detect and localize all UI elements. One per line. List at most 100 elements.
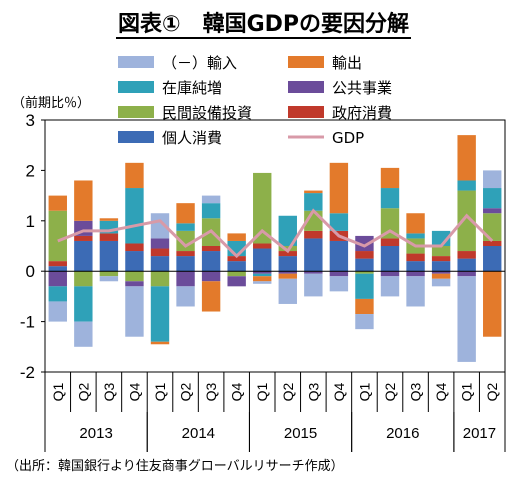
bar-segment [74, 321, 93, 347]
bar-segment [380, 271, 400, 277]
bar-segment [483, 213, 502, 241]
bar-segment [431, 278, 451, 287]
source-note: （出所：韓国銀行より住友商事グローバルリサーチ作成） [6, 459, 344, 474]
bar-segment [227, 256, 246, 262]
bar-segment [74, 235, 93, 241]
bar-segment [176, 271, 195, 287]
bar-segment [125, 281, 144, 287]
bar-segment [150, 238, 170, 249]
legend-swatch [288, 56, 324, 68]
legend-label: GDP [332, 129, 364, 147]
bar-segment [227, 261, 246, 272]
x-tick-label: Q3 [101, 382, 117, 401]
bar-segment [483, 240, 502, 246]
x-tick-label: Q3 [408, 382, 424, 401]
x-tick-label: Q2 [484, 382, 500, 401]
bar-segment [406, 213, 425, 234]
bar-segment [227, 271, 246, 277]
bar-segment [278, 256, 297, 272]
bar-segment [380, 276, 400, 297]
bar-segment [125, 251, 144, 272]
bar-segment [253, 281, 272, 284]
bar-segment [380, 238, 400, 246]
bar-segment [304, 273, 323, 297]
x-tick-label: Q2 [382, 382, 398, 401]
x-tick-label: Q2 [178, 382, 194, 401]
bar-segment [457, 251, 476, 259]
bar-segment [227, 233, 246, 241]
bar-segment [74, 240, 93, 272]
legend-swatch [118, 56, 154, 68]
bar-segment [99, 271, 119, 277]
bar-segment [150, 248, 170, 257]
bar-segment [431, 273, 451, 279]
bar-segment [380, 167, 400, 189]
bar-segment [253, 273, 272, 277]
bar-segment [201, 195, 221, 204]
bar-segment [329, 276, 349, 292]
bar-segment [355, 273, 374, 299]
year-label: 2016 [386, 425, 419, 442]
bar-segment [355, 271, 374, 274]
legend-swatch [118, 106, 154, 118]
x-tick-label: Q2 [280, 382, 296, 401]
bar-segment [150, 271, 170, 287]
bar-segment [304, 230, 323, 239]
x-tick-label: Q4 [126, 382, 142, 401]
bar-segment [176, 223, 195, 231]
bar-segment [253, 248, 272, 272]
bar-segment [457, 271, 476, 277]
bar-segment [48, 286, 67, 302]
bar-segment [406, 233, 425, 239]
bar-segment [99, 240, 119, 272]
x-tick-label: Q3 [305, 382, 321, 401]
bar-segment [406, 276, 425, 307]
bar-segment [176, 256, 195, 272]
bar-segment [125, 243, 144, 252]
chart-title: 図表① 韓国GDPの要因分解 [115, 12, 412, 39]
legend-label: （－）輸入 [162, 54, 237, 72]
legend-label: 輸出 [332, 54, 362, 72]
x-tick-label: Q3 [203, 382, 219, 401]
bar-segment [48, 261, 67, 267]
x-tick-label: Q1 [459, 382, 475, 401]
bar-segment [201, 271, 221, 282]
legend-label: 公共事業 [332, 79, 392, 97]
x-tick-label: Q4 [331, 382, 347, 401]
bar-segment [457, 258, 476, 272]
bar-segment [253, 276, 272, 282]
bar-segment [150, 256, 170, 272]
legend-swatch [288, 81, 324, 93]
bar-segment [201, 246, 221, 252]
y-axis-unit-label: （前期比％） [12, 96, 91, 111]
bar-segment [380, 246, 400, 272]
bar-segment [355, 258, 374, 272]
bar-segment [99, 276, 119, 282]
bar-segment [48, 195, 67, 211]
bar-segment [278, 271, 297, 274]
bar-segment [483, 246, 502, 272]
bar-segment [201, 203, 221, 219]
bar-segment [329, 162, 349, 214]
bar-segment [355, 314, 374, 330]
bar-segment [201, 251, 221, 272]
bar-segment [74, 286, 93, 322]
year-label: 2013 [79, 425, 112, 442]
bar-segment [355, 251, 374, 259]
bar-segment [253, 243, 272, 249]
bar-segment [329, 271, 349, 277]
bar-segment [253, 271, 272, 274]
bar-segment [74, 180, 93, 221]
bar-segment [176, 286, 195, 307]
legend-label: 政府消費 [332, 104, 392, 122]
bar-segment [457, 180, 476, 191]
x-tick-label: Q1 [356, 382, 372, 401]
x-tick-label: Q4 [433, 382, 449, 401]
bar-segment [99, 218, 119, 221]
bar-segment [329, 240, 349, 272]
bar-segment [355, 298, 374, 315]
bar-segment [380, 208, 400, 239]
bar-segment [278, 215, 297, 246]
bar-segment [125, 188, 144, 244]
